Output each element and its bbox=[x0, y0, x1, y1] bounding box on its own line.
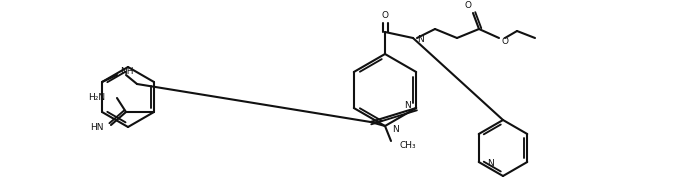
Text: O: O bbox=[464, 2, 472, 11]
Text: N: N bbox=[417, 36, 424, 45]
Text: CH₃: CH₃ bbox=[400, 142, 417, 151]
Text: N: N bbox=[404, 100, 411, 109]
Text: HN: HN bbox=[90, 122, 104, 132]
Text: O: O bbox=[502, 36, 509, 46]
Text: N: N bbox=[392, 124, 398, 133]
Text: O: O bbox=[382, 12, 388, 21]
Text: NH: NH bbox=[120, 66, 133, 75]
Text: H₂N: H₂N bbox=[88, 93, 105, 102]
Text: N: N bbox=[487, 160, 493, 169]
